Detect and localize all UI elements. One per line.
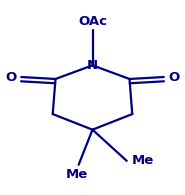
Text: O: O	[5, 71, 17, 83]
Text: Me: Me	[131, 154, 154, 167]
Text: Me: Me	[66, 168, 88, 181]
Text: OAc: OAc	[78, 15, 107, 28]
Text: O: O	[168, 71, 180, 83]
Text: N: N	[87, 59, 98, 72]
